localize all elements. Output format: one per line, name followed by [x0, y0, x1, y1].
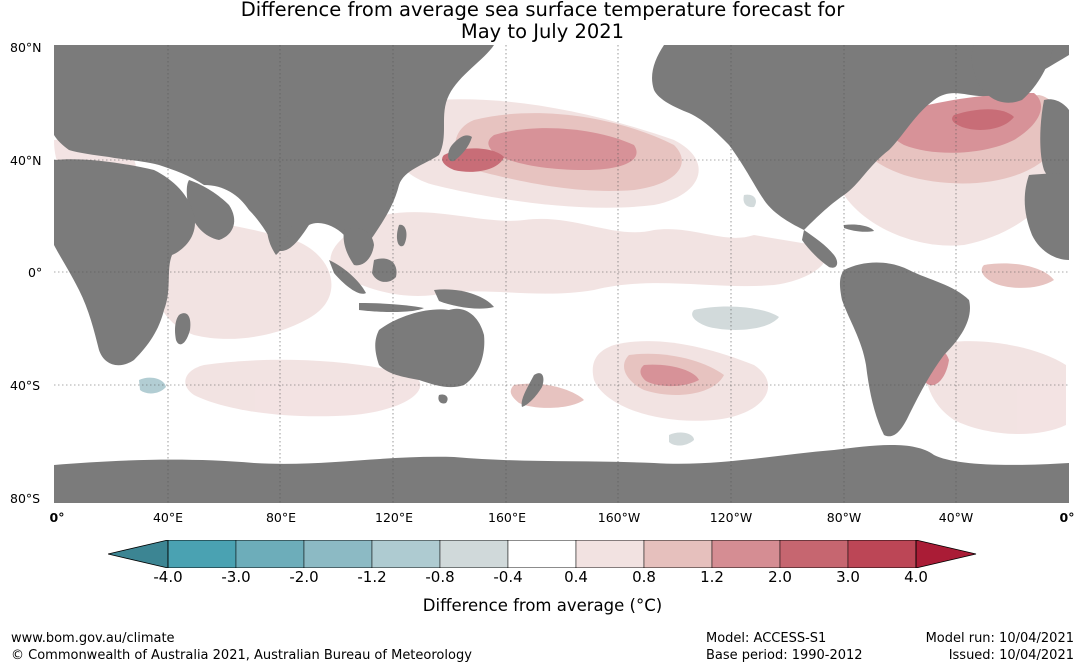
colorbar-bin	[643, 540, 713, 568]
colorbar-bins	[167, 540, 917, 568]
landmass-india	[266, 213, 293, 255]
lat-label-80n: 80°N	[10, 40, 42, 55]
landmass-west-africa	[1024, 173, 1069, 260]
landmass-south-america	[839, 262, 970, 437]
colorbar-tick: -2.0	[289, 568, 319, 586]
land-masses	[54, 45, 1069, 503]
colorbar-tick: 4.0	[904, 568, 928, 586]
colorbar-bin	[167, 540, 237, 568]
footer-base-period: Base period: 1990-2012	[706, 648, 863, 663]
landmass-greenland	[971, 45, 1054, 103]
lon-label-160w: 160°W	[597, 510, 641, 525]
footer-model: Model: ACCESS-S1	[706, 631, 827, 646]
landmass-north-america	[652, 45, 1069, 230]
landmass-eurasia	[54, 45, 494, 251]
colorbar-bin	[847, 540, 917, 568]
colorbar-tick: -4.0	[153, 568, 183, 586]
landmass-new-zealand	[521, 373, 544, 407]
landmass-java	[359, 303, 424, 313]
colorbar-tick: 0.8	[632, 568, 656, 586]
colorbar-bin	[779, 540, 849, 568]
colorbar-tick: 3.0	[836, 568, 860, 586]
footer-copyright: © Commonwealth of Australia 2021, Austra…	[11, 648, 472, 663]
lon-label-120e: 120°E	[374, 510, 414, 525]
lon-label-40e: 40°E	[152, 510, 184, 525]
colorbar-tick: -0.8	[425, 568, 455, 586]
colorbar-tick: -0.4	[493, 568, 523, 586]
landmass-central-america	[802, 230, 838, 268]
landmass-australia	[375, 308, 485, 388]
lon-label-80e: 80°E	[265, 510, 297, 525]
colorbar-bin	[711, 540, 781, 568]
colorbar-tick: -3.0	[221, 568, 251, 586]
map-title-line-1: Difference from average sea surface temp…	[240, 0, 845, 21]
lon-label-120w: 120°W	[709, 510, 753, 525]
lat-label-40n: 40°N	[10, 153, 42, 168]
landmass-europe-west	[1040, 99, 1069, 195]
landmass-indochina	[343, 228, 374, 266]
landmass-cuba	[844, 224, 874, 232]
sst-anomaly-map	[54, 45, 1069, 503]
lon-label-0-west: 0°	[49, 510, 65, 525]
landmass-sumatra	[329, 260, 366, 294]
footer-website: www.bom.gov.au/climate	[11, 631, 175, 646]
landmass-tasmania	[438, 394, 448, 404]
colorbar-label: Difference from average (°C)	[422, 596, 663, 615]
colorbar-high-extension	[915, 540, 977, 568]
colorbar-bin	[235, 540, 305, 568]
lon-label-80w: 80°W	[826, 510, 862, 525]
colorbar-low-extension	[108, 540, 169, 568]
map-title-line-2: May to July 2021	[460, 20, 625, 43]
colorbar-bin	[303, 540, 373, 568]
landmass-new-guinea	[434, 289, 494, 309]
landmass-borneo	[372, 258, 397, 282]
lon-label-0-east: 0°	[1059, 510, 1075, 525]
colorbar	[108, 540, 977, 568]
colorbar-tick: 0.4	[564, 568, 588, 586]
colorbar-tick: 2.0	[768, 568, 792, 586]
landmass-japan	[448, 135, 472, 162]
lon-label-160e: 160°E	[487, 510, 527, 525]
colorbar-bin	[507, 540, 577, 568]
landmass-africa	[54, 159, 195, 366]
landmass-arabia	[186, 180, 235, 240]
lat-label-40s: 40°S	[10, 378, 41, 393]
landmass-antarctica	[54, 445, 1069, 503]
colorbar-tick: 1.2	[700, 568, 724, 586]
landmass-madagascar	[175, 313, 191, 345]
landmass-philippines	[396, 224, 407, 247]
colorbar-bin	[371, 540, 441, 568]
footer-model-run: Model run: 10/04/2021	[925, 631, 1074, 646]
colorbar-bin	[575, 540, 645, 568]
lat-label-80s: 80°S	[10, 491, 41, 506]
graticule	[54, 45, 1069, 503]
colorbar-bin	[439, 540, 509, 568]
lat-label-equator: 0°	[28, 265, 43, 280]
colorbar-tick: -1.2	[357, 568, 387, 586]
footer-issued: Issued: 10/04/2021	[948, 648, 1074, 663]
lon-label-40w: 40°W	[938, 510, 974, 525]
